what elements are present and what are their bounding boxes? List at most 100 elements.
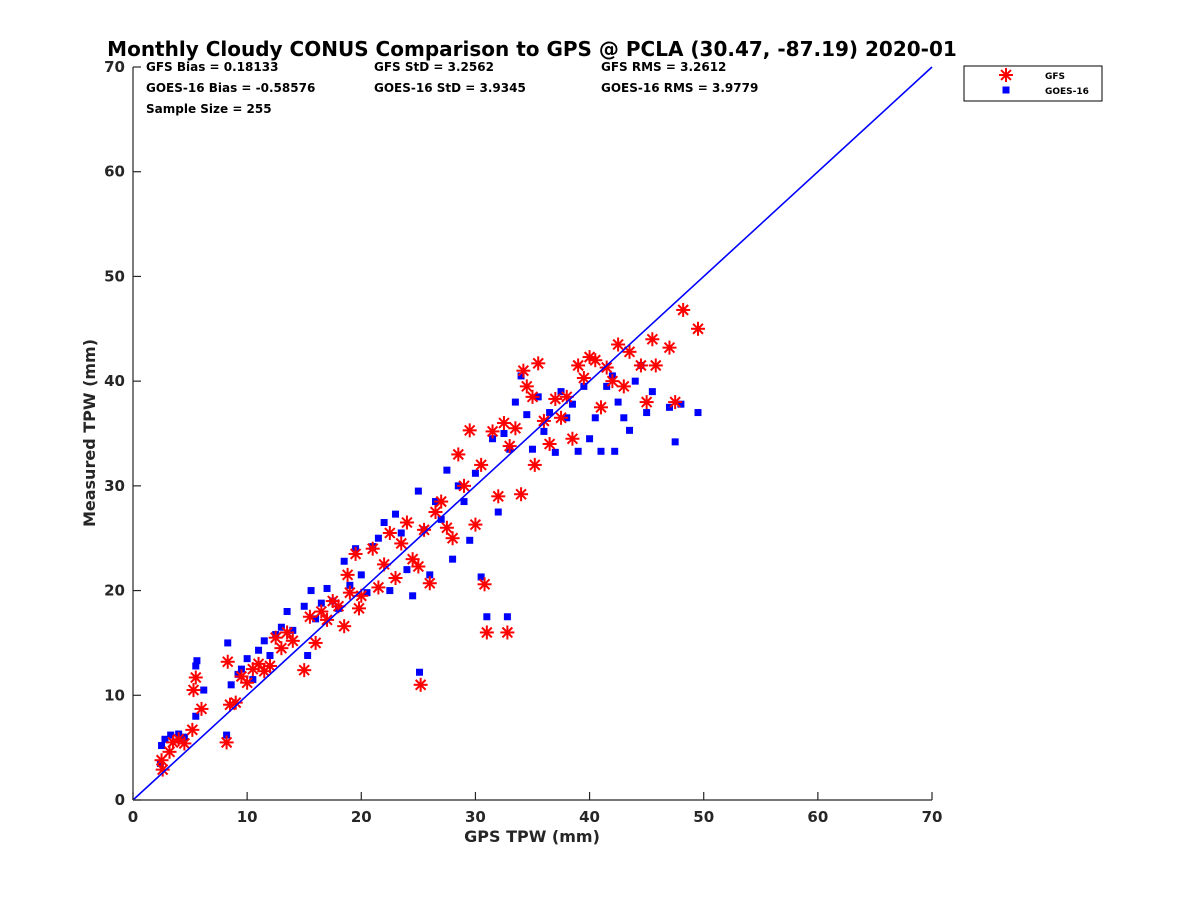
goes-16-point [551,448,559,456]
goes-16-point [161,735,169,743]
goes-16-point [156,759,164,767]
goes-16-point [631,377,639,385]
goes-16-point [503,613,511,621]
y-tick-label: 10 [104,686,125,704]
goes-16-point [574,447,582,455]
gfs-point [662,340,677,355]
gfs-point [491,489,506,504]
gfs-point [251,656,266,671]
y-tick-label: 20 [104,582,125,600]
x-tick-label: 70 [922,808,943,826]
goes-16-point [357,571,365,579]
gfs-point [405,552,420,567]
goes-16-point [466,536,474,544]
gfs-point [588,353,603,368]
goes-16-point [289,626,297,634]
goes-16-point [340,557,348,565]
goes-16-point [323,584,331,592]
goes-16-point [363,589,371,597]
reference-line [132,66,933,801]
gfs-point [536,413,551,428]
gfs-point [220,654,235,669]
gfs-point [439,520,454,535]
gfs-point [527,457,542,472]
gfs-point [228,695,243,710]
gfs-point [320,612,335,627]
gfs-point [285,633,300,648]
gfs-point [188,670,203,685]
goes-16-point [443,466,451,474]
goes-16-point [386,587,394,595]
gfs-point [485,424,500,439]
gfs-point [516,363,531,378]
goes-16-point [694,409,702,417]
stat-gfs-rms: GFS RMS = 3.2612 [601,60,726,74]
goes-16-point [317,599,325,607]
goes-16-point [403,566,411,574]
goes-16-point [500,430,508,437]
gfs-point [413,677,428,692]
gfs-point [274,641,289,656]
goes-16-point [260,637,268,645]
y-axis-label: Measured TPW (mm) [80,339,99,527]
gfs-point [340,567,355,582]
goes-16-point [586,435,594,443]
gfs-point [434,494,449,509]
goes-16-point [494,508,502,516]
gfs-point [394,536,409,551]
x-tick-label: 40 [579,808,600,826]
goes-16-point [477,573,485,581]
legend-goes-label: GOES-16 [1045,87,1089,97]
gfs-point [186,683,201,698]
gfs-point [548,391,563,406]
goes-16-point [200,686,208,694]
goes-16-point [312,615,320,623]
goes-16-point [380,519,388,527]
goes-16-point [277,623,285,631]
gfs-point [445,531,460,546]
goes-16-point [517,372,525,380]
points-layer [154,302,706,777]
gfs-point [571,358,586,373]
gfs-point [676,302,691,317]
goes-16-point [643,409,651,417]
goes-16-point [471,469,479,477]
gfs-point [399,515,414,530]
y-tick-label: 60 [104,163,125,181]
ticks-layer: 0 10 20 30 40 50 60 70 0 10 20 30 40 50 60 70 [104,58,942,826]
gfs-point [576,371,591,386]
goes-16-point [300,602,308,610]
legend-gfs-marker [999,68,1013,82]
goes-16-point [304,651,312,659]
goes-16-point [597,447,605,455]
goes-16-point [489,435,497,443]
gfs-point [155,762,170,777]
stat-goes-rms: GOES-16 RMS = 3.9779 [601,81,758,95]
goes-16-point [437,515,445,523]
goes-16-point [557,388,565,396]
goes-16-point [392,510,400,518]
gfs-point [519,379,534,394]
gfs-point [565,431,580,446]
legend-box [963,65,1103,102]
x-tick-label: 10 [237,808,258,826]
goes-16-point [483,613,491,621]
gfs-point [554,410,569,425]
gfs-point [342,585,357,600]
goes-16-point [546,409,554,417]
stat-gfs-std: GFS StD = 3.2562 [374,60,494,74]
gfs-point [352,601,367,616]
gfs-point [605,374,620,389]
x-tick-label: 0 [128,808,138,826]
goes-16-point [611,447,619,455]
gfs-point [194,701,209,716]
y-tick-label: 40 [104,372,125,390]
gfs-point [457,478,472,493]
gfs-point [593,400,608,415]
goes-16-point [540,427,548,435]
goes-16-point [224,639,232,647]
gfs-point [496,416,511,431]
goes-16-point [237,665,245,673]
goes-16-point [409,592,417,600]
